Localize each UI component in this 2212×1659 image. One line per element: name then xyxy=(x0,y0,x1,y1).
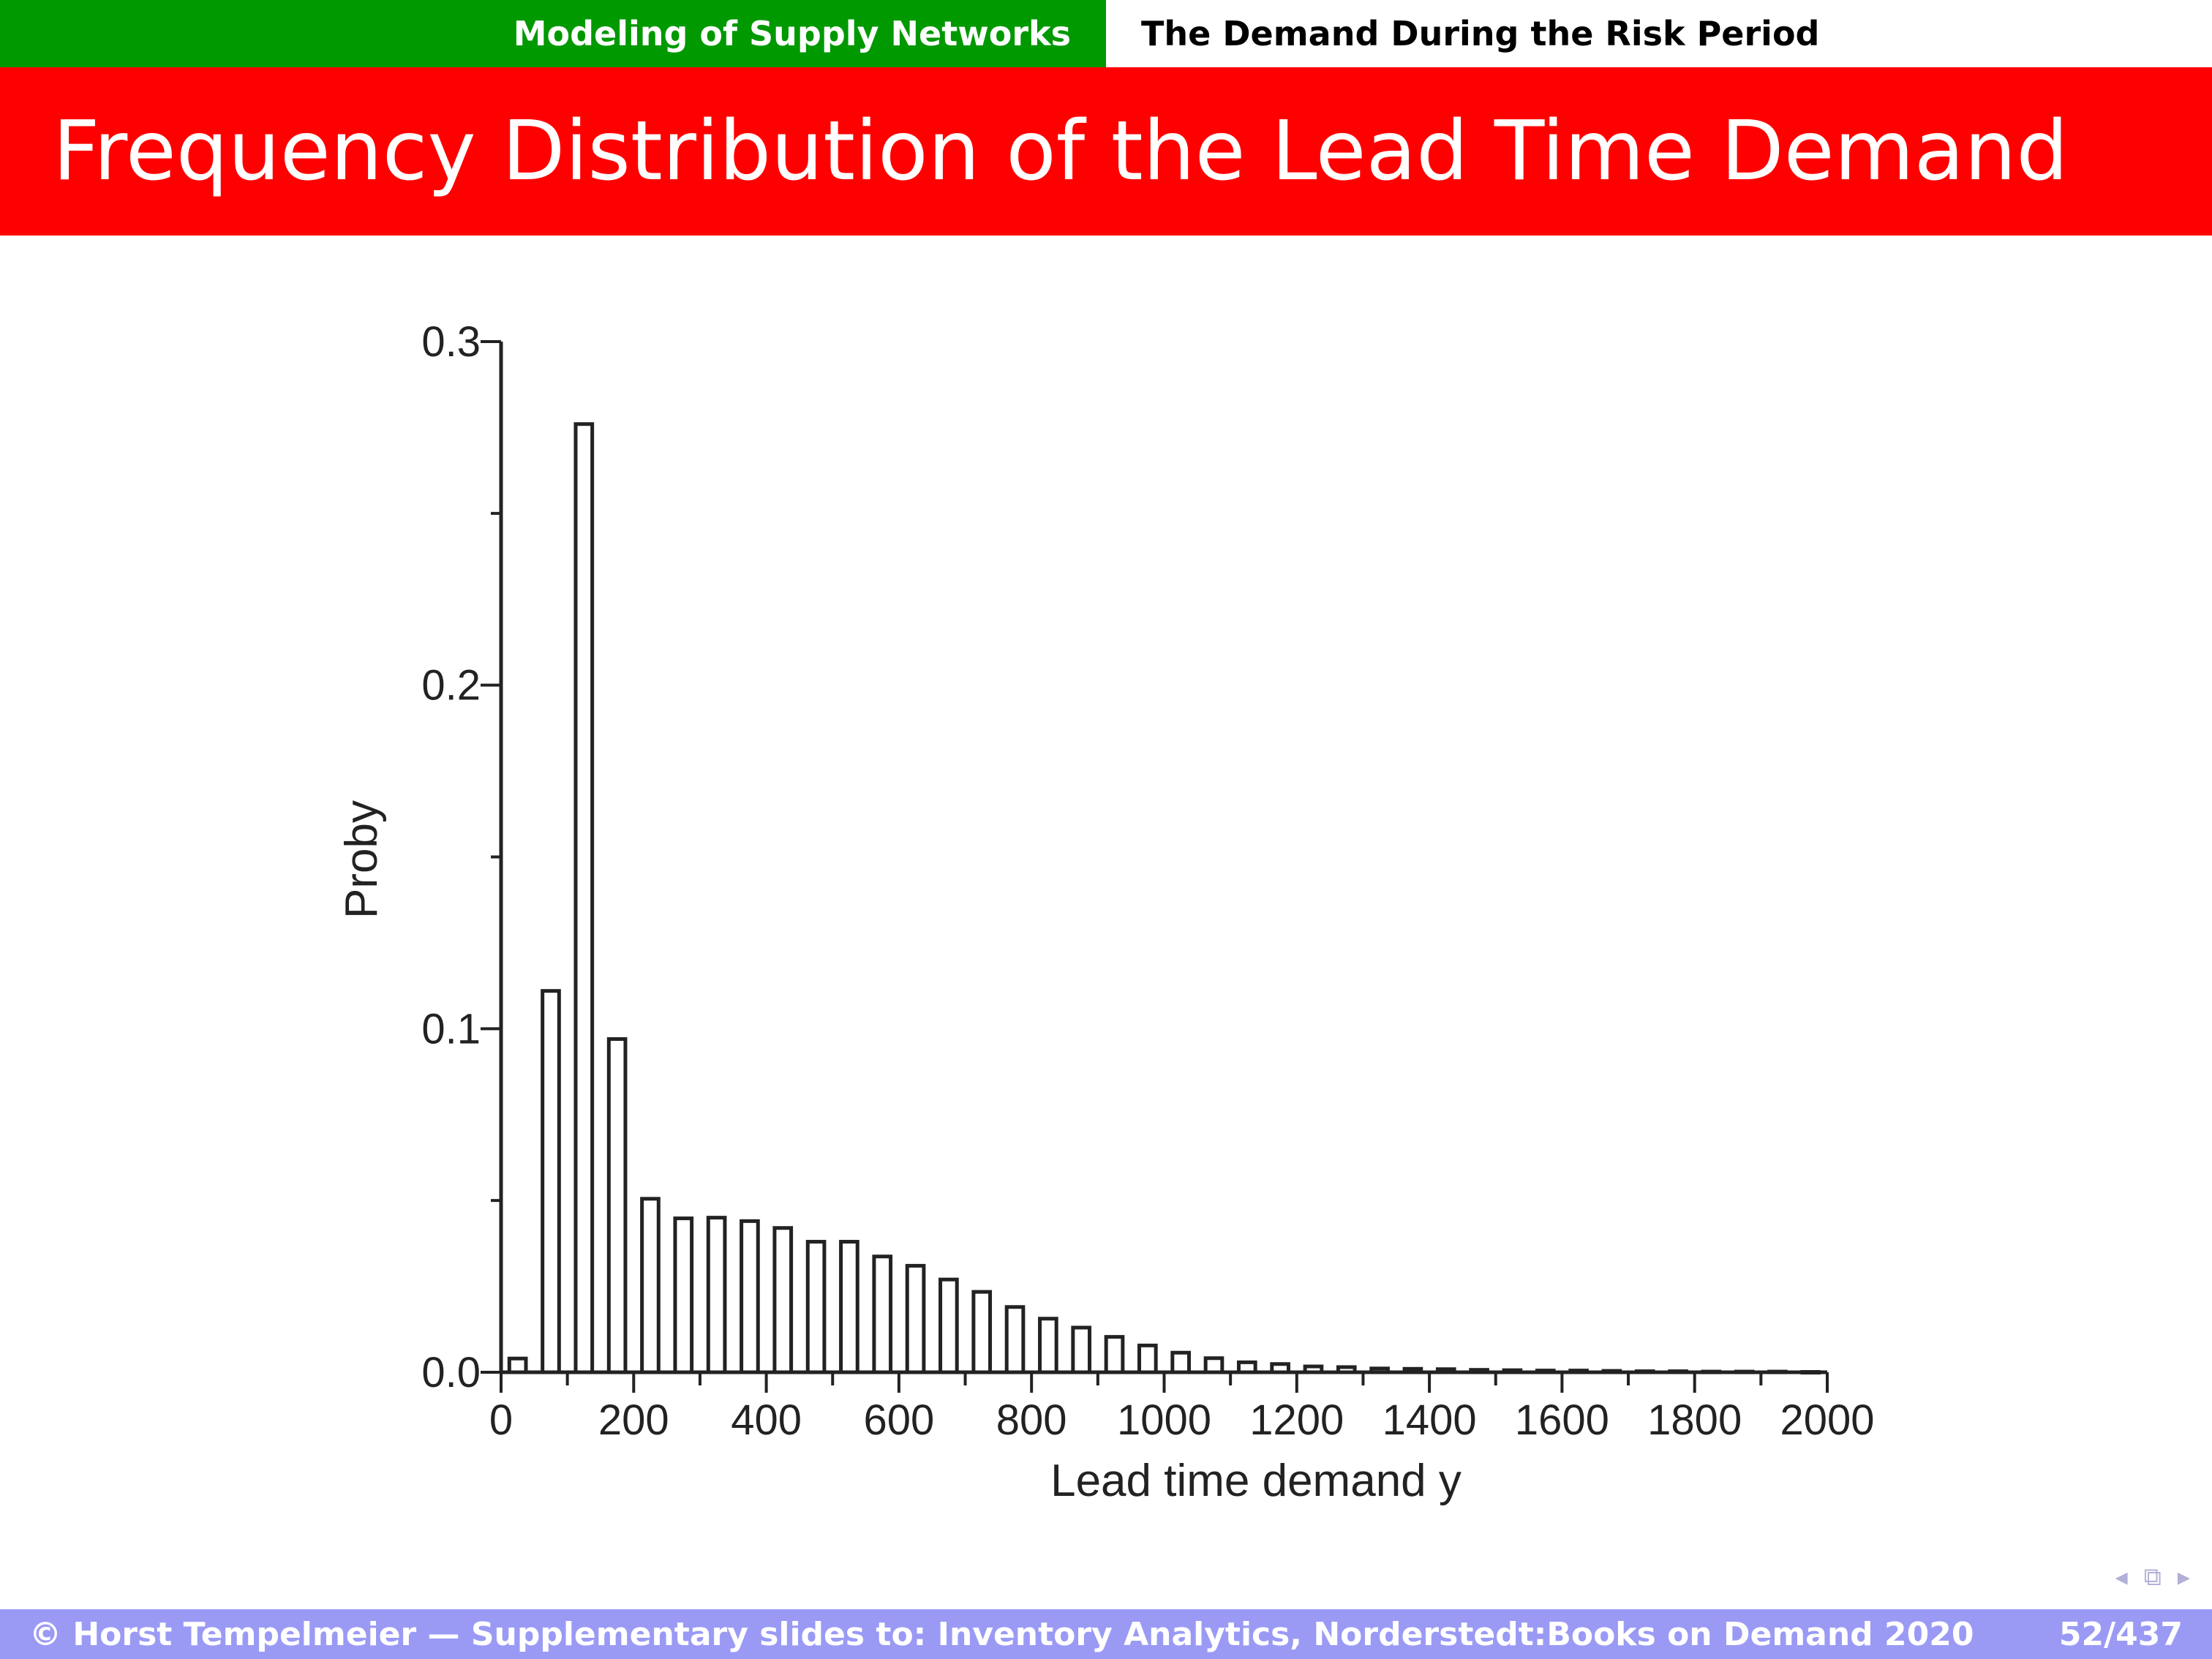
bar xyxy=(938,1277,959,1374)
arrow-right-icon[interactable]: ▸ xyxy=(2177,1562,2190,1592)
x-tick-label: 1600 xyxy=(1515,1396,1609,1444)
x-tick-label: 800 xyxy=(996,1396,1067,1444)
bar xyxy=(1038,1317,1058,1374)
axes-group: 0 200 400 600 800 1000 1200 1400 1600 1800 2000 0.0… xyxy=(421,318,1874,1444)
y-axis-label: Proby xyxy=(336,800,387,919)
bar xyxy=(1203,1356,1224,1374)
footer-bar: © Horst Tempelmeier — Supplementary slid… xyxy=(0,1609,2212,1659)
x-axis-label: Lead time demand y xyxy=(1050,1456,1462,1506)
y-tick-label: 0.0 xyxy=(421,1349,481,1396)
bar xyxy=(971,1290,993,1374)
bar xyxy=(706,1216,727,1374)
slide-title: Frequency Distribution of the Lead Time … xyxy=(0,67,2212,236)
bar xyxy=(772,1226,794,1374)
bar xyxy=(507,1356,528,1374)
x-tick-label: 400 xyxy=(731,1396,802,1444)
bar xyxy=(905,1263,926,1374)
bar xyxy=(606,1037,628,1374)
bar xyxy=(640,1197,661,1374)
page-number: 52/437 xyxy=(2058,1615,2183,1653)
y-tick-label: 0.2 xyxy=(421,662,481,710)
bar xyxy=(839,1240,859,1374)
frame-icon[interactable]: ⧉ xyxy=(2143,1562,2162,1592)
navigation-controls: ◂ ⧉ ▸ xyxy=(2115,1562,2190,1592)
x-tick-label: 1200 xyxy=(1249,1396,1344,1444)
x-tick-label: 1000 xyxy=(1117,1396,1211,1444)
footer-copyright: © Horst Tempelmeier — Supplementary slid… xyxy=(29,1615,1974,1653)
x-tick-label: 2000 xyxy=(1780,1396,1874,1444)
bar xyxy=(541,989,561,1374)
bar xyxy=(1071,1325,1092,1374)
bar xyxy=(805,1240,827,1374)
x-tick-label: 0 xyxy=(489,1396,513,1444)
subsection-title[interactable]: The Demand During the Risk Period xyxy=(1106,0,2212,67)
section-title[interactable]: Modeling of Supply Networks xyxy=(0,0,1106,67)
bar xyxy=(740,1219,760,1374)
header-bar: Modeling of Supply Networks The Demand D… xyxy=(0,0,2212,67)
x-tick-label: 600 xyxy=(864,1396,935,1444)
bar xyxy=(1170,1350,1191,1374)
bar xyxy=(673,1216,694,1374)
y-tick-label: 0.3 xyxy=(421,318,481,366)
bar xyxy=(1104,1335,1125,1374)
x-tick-label: 1400 xyxy=(1382,1396,1477,1444)
bars-group xyxy=(507,422,1821,1375)
bar xyxy=(1137,1343,1158,1374)
arrow-left-icon[interactable]: ◂ xyxy=(2115,1562,2128,1592)
bar xyxy=(1004,1305,1026,1374)
bar xyxy=(872,1254,893,1374)
bar xyxy=(573,422,595,1374)
x-tick-label: 200 xyxy=(598,1396,669,1444)
y-tick-label: 0.1 xyxy=(421,1005,481,1053)
x-tick-label: 1800 xyxy=(1647,1396,1742,1444)
